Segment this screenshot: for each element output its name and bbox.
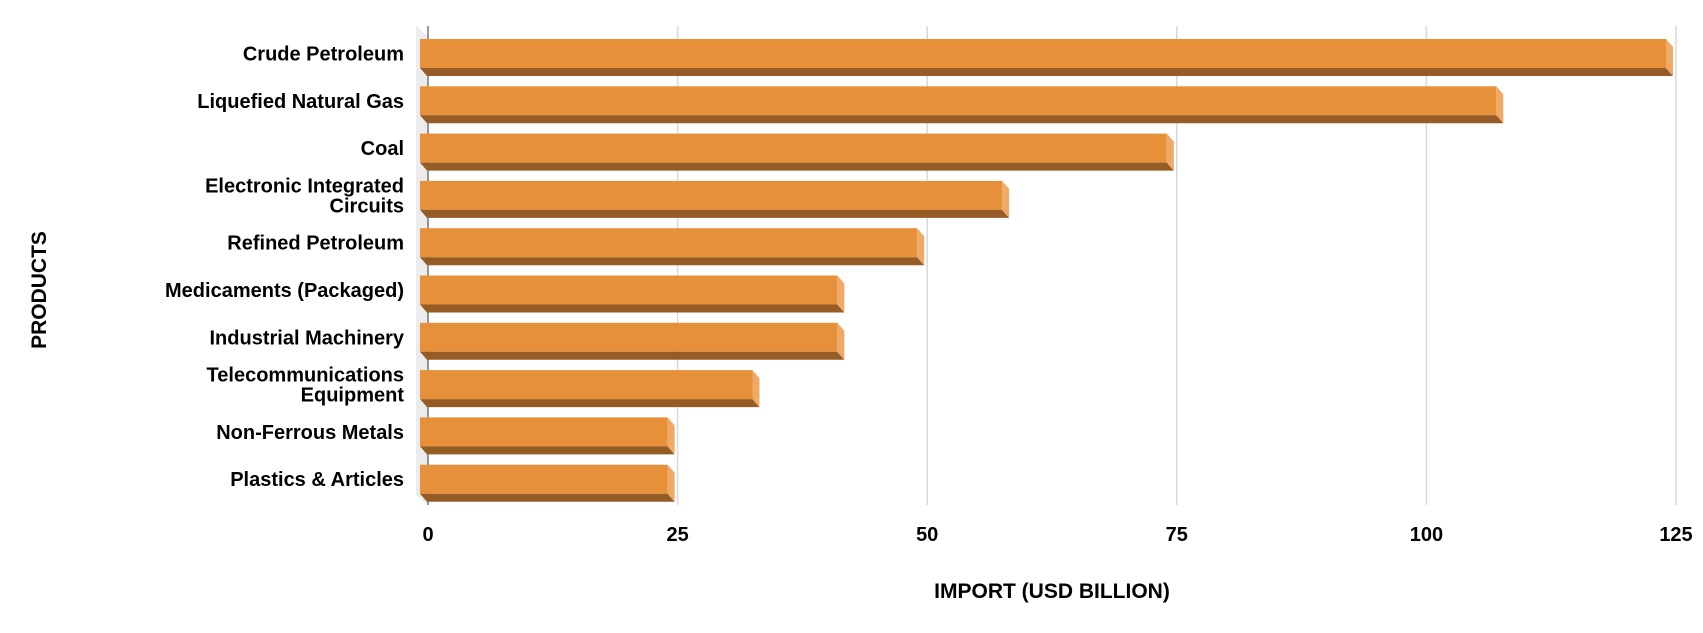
bar-bottom-face <box>420 446 675 455</box>
bar-bottom-face <box>420 304 845 313</box>
bar <box>420 370 753 400</box>
category-label: Equipment <box>301 385 405 407</box>
bar-side-face <box>837 322 845 360</box>
category-label: Coal <box>361 138 404 160</box>
bar-side-face <box>667 417 675 455</box>
category-label: Industrial Machinery <box>210 327 405 349</box>
x-axis-title: IMPORT (USD BILLION) <box>934 580 1170 603</box>
bar-bottom-face <box>420 257 925 266</box>
bar-bottom-face <box>420 68 1674 76</box>
category-label: Plastics & Articles <box>230 469 404 491</box>
bar <box>420 464 668 494</box>
bar <box>420 417 668 447</box>
x-tick-label: 125 <box>1659 524 1692 546</box>
bar-side-face <box>752 370 760 408</box>
category-label: Crude Petroleum <box>243 44 404 66</box>
bar <box>420 86 1497 116</box>
category-label: Refined Petroleum <box>227 233 404 255</box>
x-tick-label: 0 <box>422 524 433 546</box>
category-label: Non-Ferrous Metals <box>216 422 404 444</box>
x-tick-labels: 0 25 50 75 100 125 <box>422 524 1692 546</box>
bar <box>420 133 1167 163</box>
category-label: Liquefied Natural Gas <box>197 91 404 113</box>
bar-bottom-face <box>420 162 1174 171</box>
category-label: Electronic Integrated <box>205 175 404 197</box>
bar-bottom-face <box>420 399 760 408</box>
bar-side-face <box>667 464 675 502</box>
x-tick-label: 100 <box>1410 524 1443 546</box>
x-tick-label: 50 <box>916 524 938 546</box>
bar-side-face <box>1666 39 1674 76</box>
category-label: Medicaments (Packaged) <box>165 280 404 302</box>
bar-bottom-face <box>420 209 1010 218</box>
bar-bottom-face <box>420 351 845 360</box>
y-axis-title: PRODUCTS <box>28 231 51 349</box>
x-tick-label: 75 <box>1166 524 1188 546</box>
category-label: Telecommunications <box>207 365 404 387</box>
x-tick-label: 25 <box>666 524 688 546</box>
bar <box>420 322 838 352</box>
category-labels: Crude Petroleum Liquefied Natural Gas Coal… <box>165 44 405 492</box>
bar <box>420 180 1003 210</box>
bar <box>420 228 918 258</box>
bar-bottom-face <box>420 493 675 502</box>
bar <box>420 39 1667 68</box>
bar <box>420 275 838 305</box>
bar-side-face <box>1002 180 1010 218</box>
bar-bottom-face <box>420 115 1504 124</box>
bar-side-face <box>917 228 925 266</box>
bar-side-face <box>837 275 845 313</box>
bars <box>420 39 1674 502</box>
category-label: Circuits <box>330 195 404 217</box>
bar-side-face <box>1496 86 1504 124</box>
bar-side-face <box>1166 133 1174 171</box>
